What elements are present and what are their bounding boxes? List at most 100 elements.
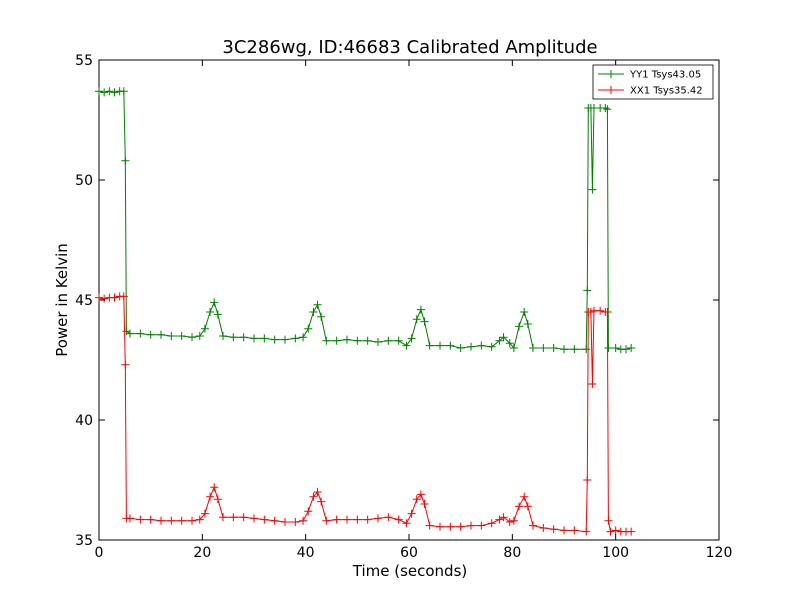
data-point [582, 345, 591, 354]
data-point [570, 345, 579, 354]
y-axis-ticks: 35 40 45 50 55 [75, 53, 719, 549]
data-point [611, 526, 620, 535]
data-point [260, 334, 269, 343]
data-point [309, 492, 318, 501]
data-point [560, 526, 568, 535]
data-point [622, 345, 630, 354]
data-point [499, 513, 508, 522]
data-point [270, 516, 279, 525]
data-point [601, 104, 610, 112]
x-tick-label: 80 [503, 545, 521, 561]
x-tick-label: 60 [400, 545, 418, 561]
data-point [110, 293, 119, 302]
x-tick-label: 120 [706, 545, 733, 561]
data-point [291, 518, 300, 526]
data-point [446, 341, 455, 350]
data-point [560, 345, 568, 354]
data-point [219, 332, 227, 340]
data-point [515, 502, 524, 511]
legend-marker [607, 70, 615, 78]
data-point [583, 476, 592, 484]
data-point [200, 324, 209, 333]
data-point [425, 341, 434, 350]
data-point [520, 308, 529, 316]
data-point [119, 87, 128, 96]
y-tick-label: 50 [75, 173, 93, 189]
data-point [384, 513, 393, 522]
data-point [416, 490, 425, 499]
data-point [596, 306, 605, 315]
data-point [239, 513, 248, 522]
data-point [250, 334, 258, 343]
data-point [436, 341, 444, 350]
data-point [188, 333, 196, 342]
y-axis-label: Power in Kelvin [53, 243, 71, 357]
data-point [425, 521, 434, 530]
data-point [200, 509, 209, 518]
data-point [195, 515, 204, 524]
data-point [177, 516, 186, 525]
data-point [213, 495, 222, 504]
data-point [363, 515, 372, 524]
data-point [627, 527, 636, 536]
data-point [313, 300, 322, 309]
data-point [495, 515, 504, 524]
data-point [603, 105, 612, 114]
y-tick-label: 45 [75, 293, 93, 309]
data-point [363, 336, 372, 345]
data-point [416, 305, 425, 314]
data-point [603, 308, 612, 316]
data-point [126, 329, 134, 338]
data-point [100, 88, 109, 97]
data-point [105, 87, 114, 96]
data-point [167, 332, 176, 340]
data-point [374, 338, 382, 346]
data-point [343, 335, 351, 344]
data-point [604, 344, 613, 352]
data-point [299, 516, 308, 525]
legend-label: XX1 Tsys35.42 [630, 86, 703, 97]
data-point [523, 502, 532, 511]
data-point [332, 336, 341, 345]
x-tick-label: 0 [95, 545, 104, 561]
data-point [229, 513, 238, 522]
data-point [229, 333, 238, 342]
legend: YY1 Tsys43.05 XX1 Tsys35.42 [592, 64, 714, 100]
data-point [281, 335, 289, 344]
data-point [317, 497, 326, 506]
x-axis-label: Time (seconds) [352, 562, 468, 580]
data-point [100, 294, 109, 303]
data-point [167, 516, 176, 525]
data-point [611, 344, 620, 352]
data-point [606, 527, 615, 536]
data-point [495, 336, 504, 345]
plot-area: 0 20 40 60 80 100 120 35 40 45 50 55 [75, 53, 732, 561]
data-point [420, 500, 429, 508]
series-1 [95, 292, 636, 536]
data-point [322, 336, 331, 345]
data-point [487, 519, 496, 528]
data-point [210, 483, 219, 492]
data-point [394, 515, 403, 524]
data-point [407, 334, 416, 343]
legend-marker [607, 86, 615, 94]
data-point [239, 333, 248, 342]
chart-title: 3C286wg, ID:46683 Calibrated Amplitude [222, 37, 597, 58]
data-point [281, 518, 289, 526]
data-point [570, 526, 579, 535]
data-point [332, 515, 341, 524]
data-point [412, 315, 421, 324]
data-point [549, 525, 558, 534]
data-point [136, 329, 145, 338]
data-point [446, 522, 455, 531]
data-point [505, 518, 514, 526]
data-point [487, 342, 496, 351]
data-point [304, 507, 313, 516]
data-point [177, 332, 186, 340]
data-point [110, 88, 119, 97]
legend-label: YY1 Tsys43.05 [629, 70, 701, 81]
data-point [157, 516, 165, 525]
data-point [213, 310, 222, 319]
data-point [467, 342, 475, 351]
